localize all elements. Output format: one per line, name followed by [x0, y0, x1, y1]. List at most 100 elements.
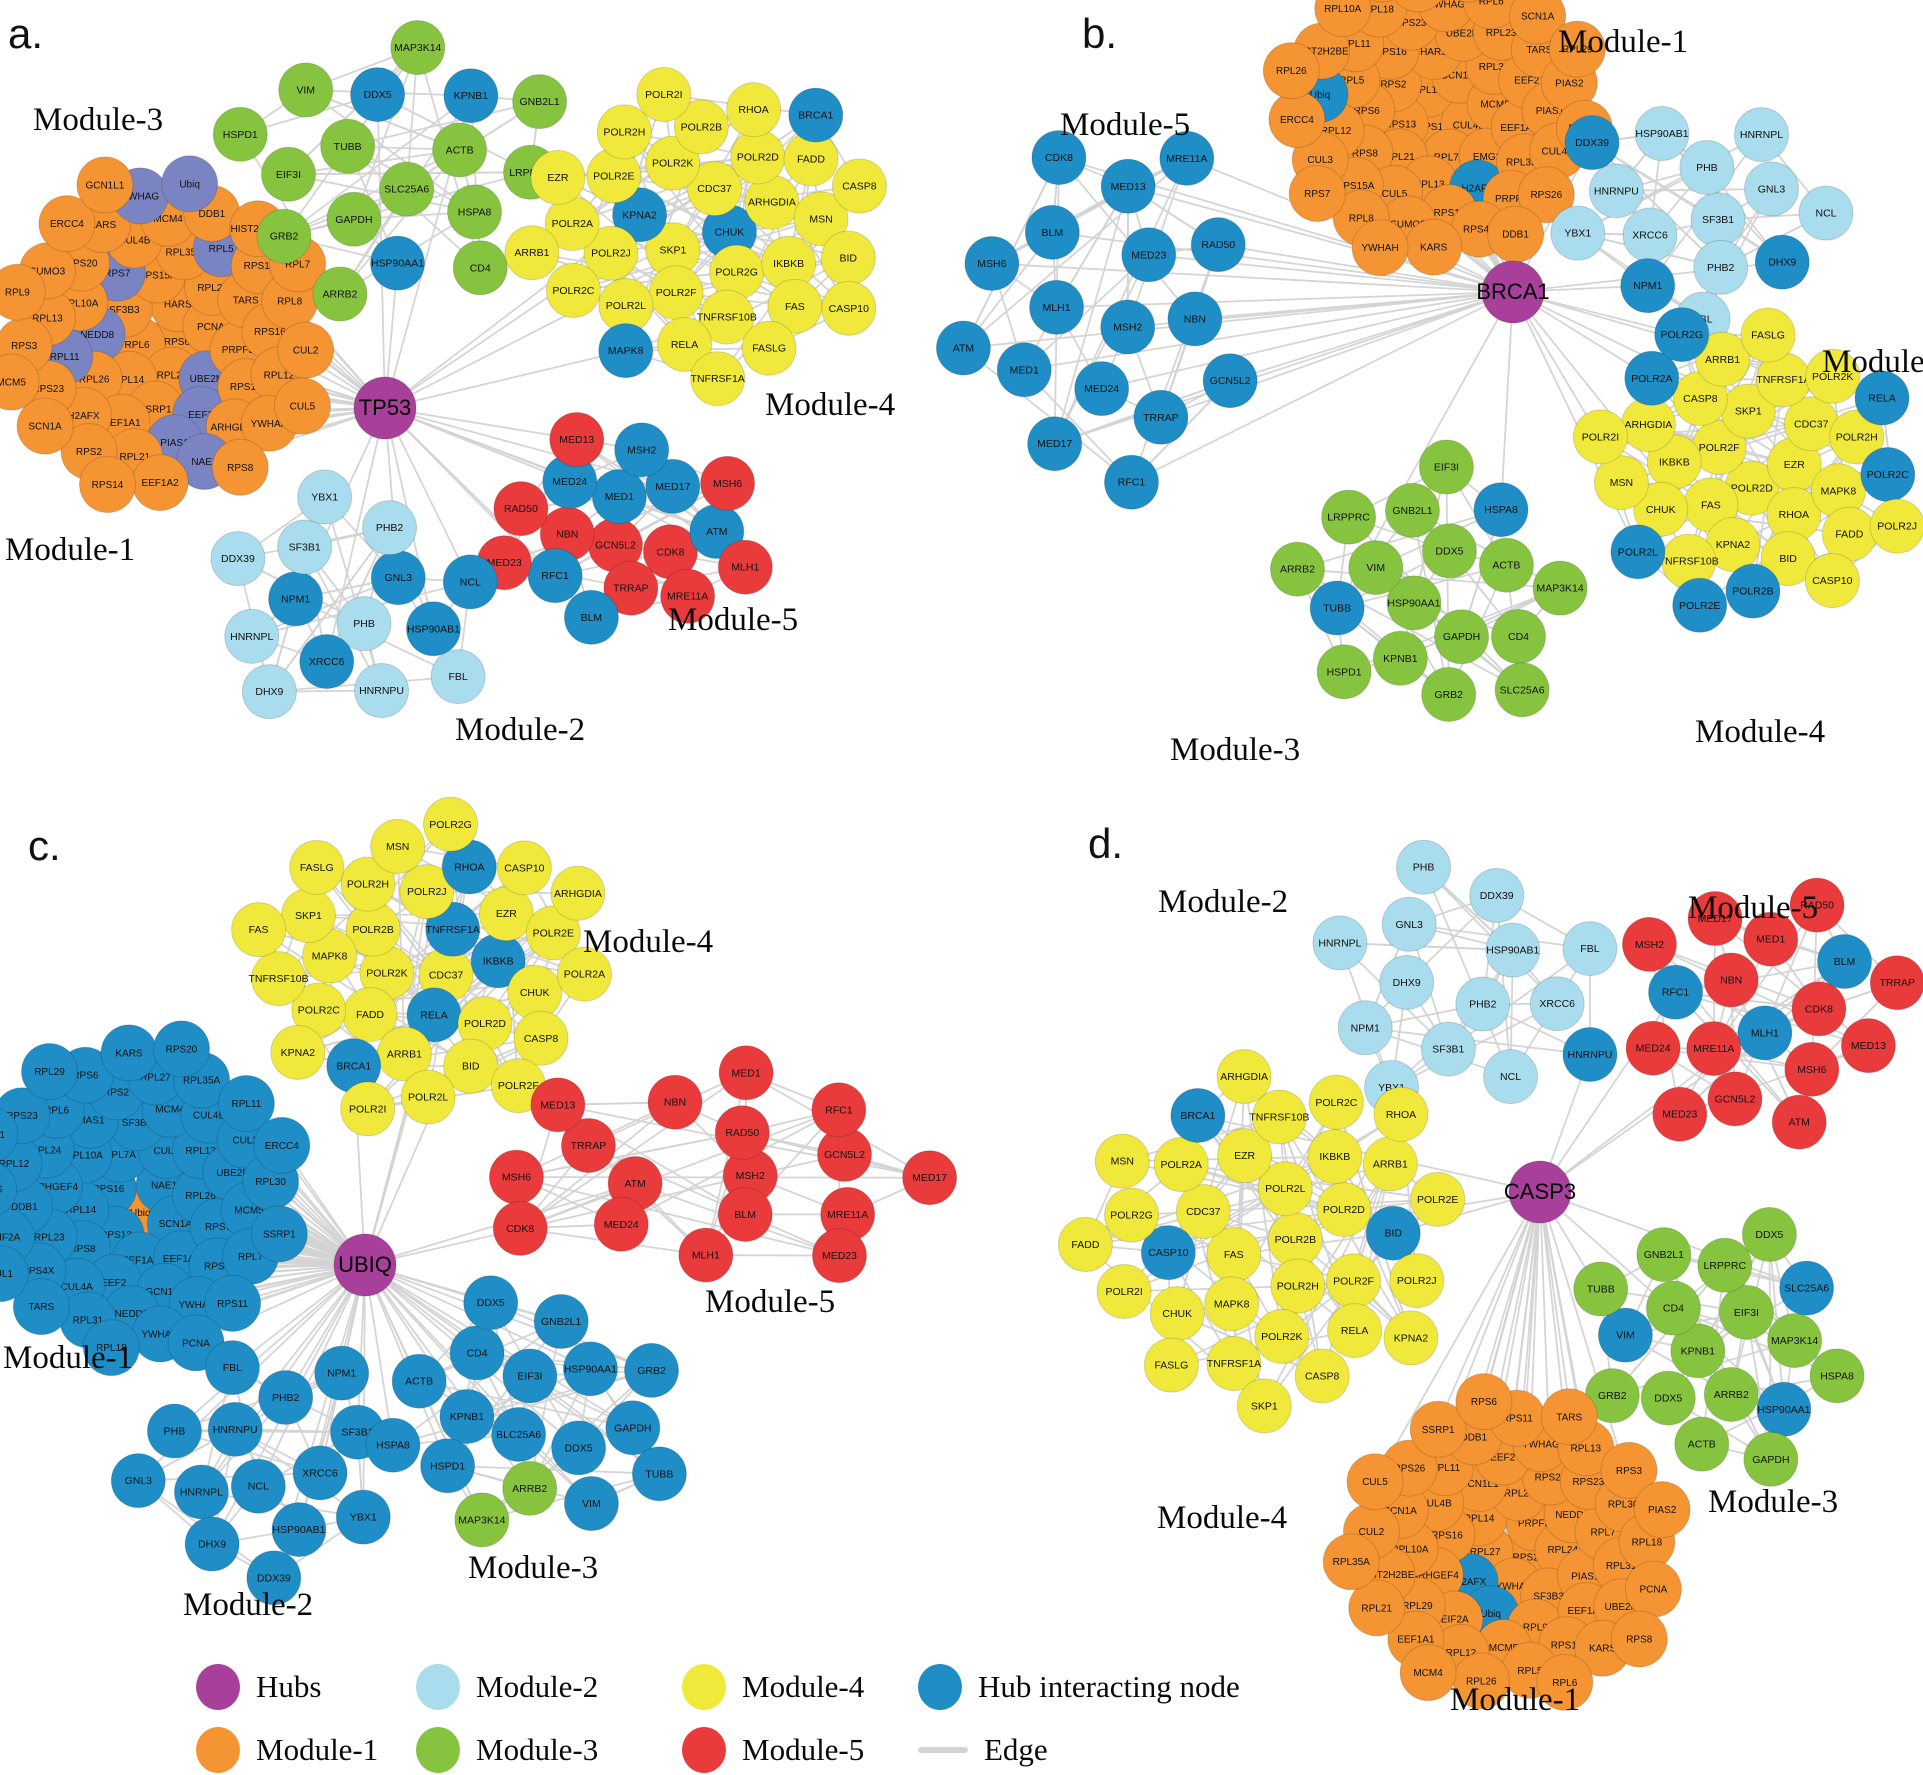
node-FBL: FBL: [1562, 921, 1618, 977]
node-DHX9: DHX9: [1379, 954, 1435, 1010]
node-label: CUL2: [293, 346, 319, 357]
node-HNRNPL: HNRNPL: [224, 608, 280, 664]
node-HSPA8: HSPA8: [365, 1417, 421, 1473]
node-circle: [314, 1345, 370, 1401]
node-label: BID: [1779, 553, 1797, 565]
node-label: PIAS2: [1648, 1505, 1677, 1516]
node-circle: [603, 560, 659, 616]
node-FADD: FADD: [342, 986, 398, 1042]
edge: [339, 149, 461, 295]
node-circle: [1672, 577, 1728, 633]
node-circle: [20, 1042, 78, 1100]
hub-label: CASP3: [1504, 1179, 1576, 1204]
node-label: MRE11A: [1693, 1043, 1734, 1055]
panel-letter-b: b.: [1082, 10, 1117, 57]
node-label: GCN5L2: [1210, 375, 1251, 387]
node-circle: [463, 1275, 519, 1331]
node-RFC1: RFC1: [1648, 964, 1704, 1020]
legend-item-hub-interacting-node: Hub interacting node: [918, 1663, 1240, 1711]
node-circle: [1027, 416, 1083, 472]
node-RPL9: RPL9: [0, 263, 46, 321]
node-POLR2B: POLR2B: [1725, 563, 1781, 619]
node-circle: [370, 235, 426, 291]
node-label: PHB: [1413, 862, 1435, 874]
node-label: SUMO3: [1390, 219, 1426, 230]
node-label: CDK8: [656, 546, 684, 558]
node-label: MSN: [1610, 477, 1633, 489]
node-EIF3I: EIF3I: [502, 1348, 558, 1404]
node-circle: [273, 377, 331, 435]
node-label: Ubiq: [179, 179, 200, 190]
node-ARRB1: ARRB1: [504, 225, 560, 281]
node-label: RPL30: [255, 1177, 286, 1188]
node-LRPPRC: LRPPRC: [1697, 1237, 1753, 1293]
node-label: TNFRSF10B: [1659, 556, 1719, 568]
node-label: NAE1: [191, 457, 218, 468]
node-MSH2: MSH2: [1621, 916, 1677, 972]
legend-item-edge: Edge: [918, 1726, 1048, 1774]
hub-label: TP53: [359, 395, 412, 420]
node-CDK8: CDK8: [1791, 981, 1847, 1037]
node-FASLG: FASLG: [289, 840, 345, 896]
node-CUL2: CUL2: [277, 321, 335, 379]
node-circle: [79, 456, 137, 514]
node-circle: [525, 905, 581, 961]
node-circle: [1725, 563, 1781, 619]
node-label: CUL5: [1362, 1477, 1388, 1488]
edge: [962, 347, 1133, 483]
node-label: FADD: [1071, 1239, 1099, 1251]
node-circle: [400, 1069, 456, 1125]
node-POLR2L: POLR2L: [598, 277, 654, 333]
node-circle: [430, 649, 486, 705]
node-label: FAS: [249, 924, 269, 936]
node-label: TNFRSF10B: [249, 973, 309, 985]
node-label: FADD: [356, 1009, 384, 1021]
edge: [1365, 1026, 1591, 1056]
node-label: PRPF3: [222, 345, 255, 356]
module-label-module-3-panel-c: Module-3: [468, 1550, 598, 1586]
node-label: YBX1: [1564, 228, 1591, 240]
node-label: ARHGDIA: [748, 197, 796, 209]
node-label: MSH6: [502, 1172, 531, 1184]
node-circle: [365, 1417, 421, 1473]
node-MCM4: MCM4: [1399, 1644, 1457, 1702]
node-circle: [1384, 482, 1440, 538]
node-label: PCNA: [197, 322, 225, 333]
node-label: RPL35A: [1333, 1557, 1371, 1568]
node-GAPDH: GAPDH: [605, 1400, 661, 1456]
node-label: RPL18: [1632, 1537, 1663, 1548]
node-circle: [591, 469, 647, 525]
node-NBN: NBN: [1167, 291, 1223, 347]
edge: [1130, 244, 1220, 483]
node-label: RPL13: [185, 1146, 216, 1157]
node-circle: [390, 20, 446, 76]
node-circle: [1455, 976, 1511, 1032]
node-label: PIAS2: [1555, 78, 1584, 89]
edge: [1673, 1307, 1838, 1377]
node-label: EEF2: [188, 410, 213, 421]
node-RPS11: RPS11: [204, 1274, 262, 1332]
node-circle: [1288, 164, 1346, 222]
node-label: MED1: [1756, 934, 1785, 946]
node-label: RPS7: [205, 1222, 232, 1233]
node-label: GRB2: [1434, 689, 1463, 701]
module-label-module-4-panel-d: Module-4: [1157, 1500, 1287, 1536]
node-BLM: BLM: [563, 589, 619, 645]
node-circle: [1478, 537, 1534, 593]
module-3-swatch: [416, 1727, 460, 1773]
node-label: TNFRSF10B: [697, 312, 757, 324]
node-BID: BID: [443, 1038, 499, 1094]
node-MAP3K14: MAP3K14: [1767, 1313, 1823, 1369]
node-label: RPS23: [1572, 1477, 1604, 1488]
node-label: POLR2G: [715, 267, 758, 279]
node-circle: [530, 149, 586, 205]
node-label: MED13: [559, 434, 594, 446]
node-CASP8: CASP8: [831, 158, 887, 214]
node-circle: [299, 634, 355, 690]
node-YWHAH: YWHAH: [1351, 219, 1409, 277]
node-label: RFC1: [1662, 987, 1690, 999]
node-circle: [253, 1116, 311, 1174]
node-label: RPL30: [1479, 62, 1510, 73]
node-label: IKBKB: [483, 955, 514, 967]
node-FADD: FADD: [783, 131, 839, 187]
